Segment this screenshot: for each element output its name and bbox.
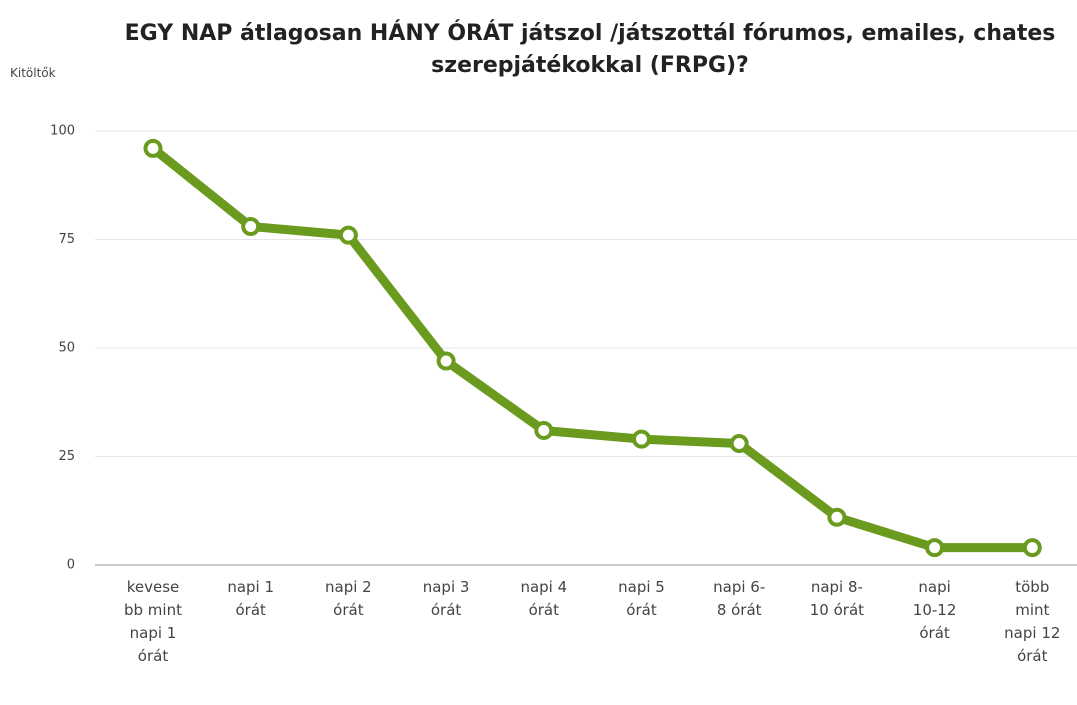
x-tick-label: napi 4 órát [520, 578, 568, 619]
x-tick-label: napi 1 órát [227, 578, 275, 619]
y-tick-label: 100 [50, 124, 75, 139]
data-point [534, 420, 554, 440]
chart-title: EGY NAP átlagosan HÁNY ÓRÁT játszol /ját… [124, 21, 1056, 78]
x-tick-label: napi 6-8 órát [713, 578, 766, 619]
data-point [143, 138, 163, 158]
x-tick-label: napi 10-12 órát [912, 578, 957, 642]
x-tick-label: napi 3 órát [422, 578, 470, 619]
x-tick-label: kevesebb mint napi 1 órát [124, 578, 182, 665]
data-line [148, 143, 1037, 553]
data-point [729, 433, 749, 453]
y-axis-label: Kitöltők [10, 66, 56, 80]
y-tick-label: 25 [58, 449, 75, 464]
data-point [436, 351, 456, 371]
y-tick-label: 0 [67, 558, 75, 573]
x-tick-label: napi 2 órát [325, 578, 372, 619]
x-tick-label: több mint napi 12 órát [1004, 578, 1061, 665]
y-tick-label: 75 [58, 232, 75, 247]
data-point [241, 216, 261, 236]
data-point [1022, 538, 1042, 558]
data-point [827, 507, 847, 527]
data-point [632, 429, 651, 449]
x-tick-label: napi 5 órát [618, 578, 665, 619]
data-point [338, 225, 358, 245]
data-point [925, 538, 945, 558]
x-tick-label: napi 8-10 órát [809, 578, 865, 619]
y-tick-label: 50 [58, 341, 75, 356]
